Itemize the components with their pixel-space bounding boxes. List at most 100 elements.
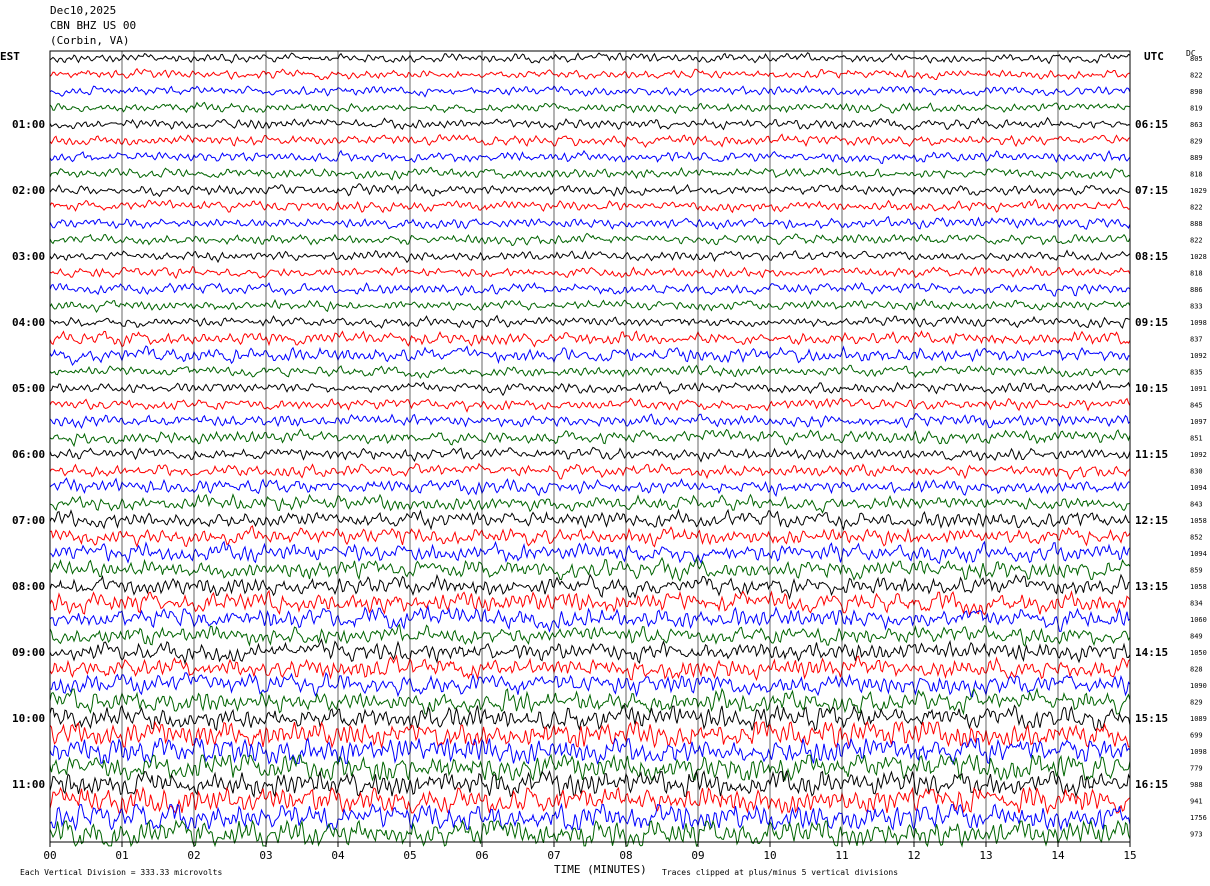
seismic-trace-14 xyxy=(49,281,1131,297)
x-tick-label-9: 09 xyxy=(691,849,704,862)
dc-offset-label-2: 890 xyxy=(1190,88,1203,96)
seismic-trace-39 xyxy=(49,687,1131,716)
dc-offset-label-31: 859 xyxy=(1190,567,1203,575)
seismic-trace-2 xyxy=(49,85,1131,98)
dc-offset-label-11: 822 xyxy=(1190,237,1203,245)
est-hour-label-5: 06:00 xyxy=(12,448,45,461)
seismic-trace-11 xyxy=(49,232,1131,247)
seismic-trace-32 xyxy=(49,573,1131,601)
utc-hour-label-2: 08:15 xyxy=(1135,250,1168,263)
utc-hour-label-7: 13:15 xyxy=(1135,580,1168,593)
dc-offset-label-23: 851 xyxy=(1190,435,1203,443)
seismic-trace-7 xyxy=(49,166,1131,181)
seismic-trace-16 xyxy=(49,314,1131,329)
x-tick-label-6: 06 xyxy=(475,849,488,862)
seismic-trace-6 xyxy=(49,149,1131,164)
seismic-trace-27 xyxy=(49,493,1131,514)
dc-offset-label-12: 1028 xyxy=(1190,253,1207,261)
dc-offset-label-5: 829 xyxy=(1190,138,1203,146)
x-tick-label-12: 12 xyxy=(907,849,920,862)
dc-offset-label-45: 941 xyxy=(1190,798,1203,806)
dc-offset-label-1: 822 xyxy=(1190,72,1203,80)
est-hour-label-6: 07:00 xyxy=(12,514,45,527)
dc-offset-label-27: 843 xyxy=(1190,501,1203,509)
grid-group xyxy=(49,50,1131,847)
seismic-trace-44 xyxy=(49,769,1131,799)
division-note: Each Vertical Division = 333.33 microvol… xyxy=(20,868,223,877)
x-tick-label-1: 01 xyxy=(115,849,128,862)
dc-offset-label-16: 1098 xyxy=(1190,319,1207,327)
seismic-trace-13 xyxy=(49,265,1131,280)
clip-note: Traces clipped at plus/minus 5 vertical … xyxy=(662,868,899,877)
seismic-trace-36 xyxy=(49,638,1131,665)
dc-offset-label-9: 822 xyxy=(1190,204,1203,212)
seismic-trace-43 xyxy=(49,753,1131,782)
x-axis-title: TIME (MINUTES) xyxy=(554,863,647,876)
seismic-trace-10 xyxy=(49,215,1131,230)
plot-frame xyxy=(49,50,1131,843)
dc-offset-label-47: 973 xyxy=(1190,831,1203,839)
seismic-trace-31 xyxy=(49,556,1131,582)
dc-offset-label-38: 1090 xyxy=(1190,682,1207,690)
seismic-trace-18 xyxy=(49,345,1131,366)
seismic-trace-28 xyxy=(49,508,1131,532)
x-tick-label-2: 02 xyxy=(187,849,200,862)
dc-offset-label-14: 886 xyxy=(1190,286,1203,294)
x-tick-label-11: 11 xyxy=(835,849,848,862)
est-hour-label-4: 05:00 xyxy=(12,382,45,395)
x-tick-label-0: 00 xyxy=(43,849,56,862)
utc-hour-label-1: 07:15 xyxy=(1135,184,1168,197)
dc-offset-label-29: 852 xyxy=(1190,534,1203,542)
x-tick-label-5: 05 xyxy=(403,849,416,862)
dc-offset-label-3: 819 xyxy=(1190,105,1203,113)
seismic-trace-29 xyxy=(49,525,1131,548)
seismic-trace-23 xyxy=(49,428,1131,448)
station-label: CBN BHZ US 00 xyxy=(50,19,137,32)
dc-offset-label-22: 1097 xyxy=(1190,418,1207,426)
utc-hour-label-9: 15:15 xyxy=(1135,712,1168,725)
seismic-trace-8 xyxy=(49,183,1131,198)
utc-hour-label-8: 14:15 xyxy=(1135,646,1168,659)
seismic-trace-37 xyxy=(49,654,1131,682)
dc-offset-label-15: 833 xyxy=(1190,303,1203,311)
seismic-trace-42 xyxy=(49,737,1131,766)
seismic-trace-41 xyxy=(49,720,1130,749)
dc-offset-label-4: 863 xyxy=(1190,121,1203,129)
est-hour-label-8: 09:00 xyxy=(12,646,45,659)
dc-offset-label-36: 1050 xyxy=(1190,649,1207,657)
location-label: (Corbin, VA) xyxy=(50,34,130,47)
seismic-trace-45 xyxy=(49,786,1131,815)
x-tick-label-13: 13 xyxy=(979,849,992,862)
seismic-trace-40 xyxy=(49,704,1131,732)
seismic-trace-3 xyxy=(49,101,1131,115)
dc-offset-label-41: 699 xyxy=(1190,732,1203,740)
seismic-trace-35 xyxy=(49,623,1131,648)
utc-hour-label-4: 10:15 xyxy=(1135,382,1168,395)
dc-offset-label-7: 818 xyxy=(1190,171,1203,179)
dc-offset-label-33: 834 xyxy=(1190,600,1203,608)
seismic-trace-9 xyxy=(49,198,1131,214)
dc-offset-label-32: 1058 xyxy=(1190,583,1207,591)
x-tick-label-8: 08 xyxy=(619,849,632,862)
seismic-trace-12 xyxy=(49,249,1131,264)
seismic-trace-34 xyxy=(49,604,1131,633)
dc-offset-label-35: 849 xyxy=(1190,633,1203,641)
seismic-trace-17 xyxy=(49,330,1131,348)
est-axis-label: EST xyxy=(0,50,20,63)
seismic-trace-1 xyxy=(49,67,1131,81)
seismic-trace-38 xyxy=(49,671,1131,698)
dc-offset-label-39: 829 xyxy=(1190,699,1203,707)
utc-hour-label-5: 11:15 xyxy=(1135,448,1168,461)
dc-offset-label-40: 1089 xyxy=(1190,715,1207,723)
dc-offset-label-43: 779 xyxy=(1190,765,1203,773)
labels-group: 805 822 890 819 863 829 889 818 1029 822 888 822 102… xyxy=(12,55,1207,862)
seismic-trace-15 xyxy=(49,298,1131,313)
date-label: Dec10,2025 xyxy=(50,4,117,17)
utc-axis-label: UTC xyxy=(1144,50,1164,63)
seismic-trace-5 xyxy=(49,133,1131,148)
dc-offset-label-6: 889 xyxy=(1190,154,1203,162)
dc-offset-label-26: 1094 xyxy=(1190,484,1207,492)
dc-offset-label-10: 888 xyxy=(1190,220,1203,228)
dc-offset-label-25: 830 xyxy=(1190,468,1203,476)
